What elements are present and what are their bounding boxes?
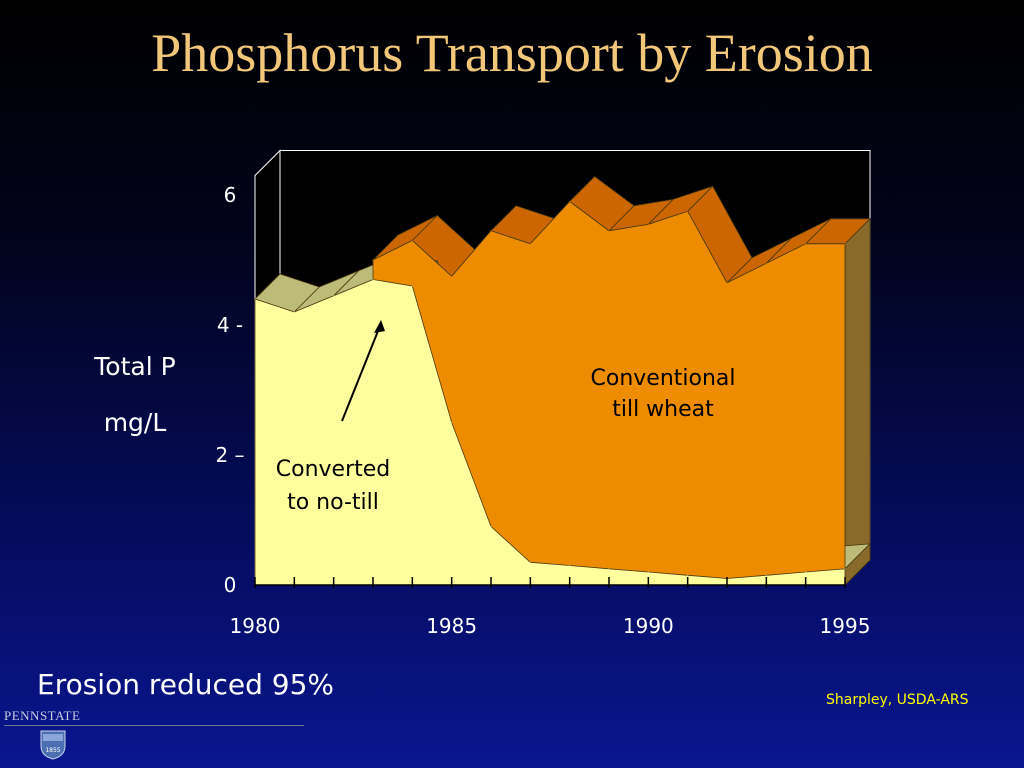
no_till-point-1984	[411, 285, 413, 287]
no_till-point-1987	[529, 561, 531, 563]
annotation-arrow-line	[341, 325, 381, 422]
pennstate-wordmark: PENNSTATE	[4, 708, 81, 723]
slide-title: Phosphorus Transport by Erosion	[151, 23, 873, 83]
y-tick-label-4: 4 -	[217, 313, 243, 337]
conventional-point-1993	[765, 262, 767, 264]
x-tick-label-1995: 1995	[820, 614, 871, 638]
no_till-point-1993	[765, 574, 767, 576]
annotation-conventional-line2: till wheat	[612, 397, 714, 422]
conventional-point-1994	[805, 243, 807, 245]
source-credit: Sharpley, USDA-ARS	[826, 692, 969, 708]
conventional-end-cap	[844, 217, 871, 586]
y-tick-label-2: 2 –	[215, 443, 244, 467]
conventional-point-1985	[451, 275, 453, 277]
no_till-point-1985	[451, 421, 453, 424]
series-front-areas	[254, 200, 846, 586]
no_till-point-1991	[687, 574, 689, 576]
no_till-point-1988	[569, 564, 571, 567]
annotation-arrow-head-icon	[374, 320, 385, 333]
no_till-point-1994	[805, 571, 807, 573]
y-axis-label-line2: mg/L	[103, 408, 167, 437]
conventional-point-1991	[687, 210, 689, 212]
no_till-point-1995	[844, 568, 846, 570]
x-tick-label-1980: 1980	[230, 614, 281, 638]
conventional-point-1988	[569, 200, 571, 203]
annotation-conventional-line1: Conventional	[591, 366, 736, 391]
annotation-no-till-line2: to no-till	[287, 490, 379, 515]
conventional-area	[372, 200, 846, 586]
conventional-point-1995	[844, 243, 846, 245]
y-tick-label-0: 0	[224, 573, 237, 597]
shield-year: 1855	[45, 747, 60, 754]
pennstate-shield-icon: 1855	[40, 730, 66, 760]
conventional-point-1986	[490, 230, 492, 232]
chart-annotations: Conventional till wheat Converted to no-til…	[276, 320, 736, 515]
no_till-point-1989	[608, 568, 610, 570]
no_till-point-1983	[372, 278, 374, 281]
conventional-point-1989	[608, 230, 610, 232]
y-tick-label-6: 6	[224, 183, 237, 207]
no_till-point-1986	[490, 525, 492, 528]
chart-axes: 1980 1985 1990 1995 0 2 – 4 - 6	[215, 183, 870, 638]
conventional-point-1987	[529, 243, 531, 245]
annotation-no-till-line1: Converted	[276, 457, 391, 482]
no_till-point-1982	[333, 295, 335, 297]
caption-erosion-reduced: Erosion reduced 95%	[37, 668, 335, 701]
x-tick-label-1990: 1990	[623, 614, 674, 638]
conventional-point-1983	[372, 259, 374, 261]
conventional-point-1992	[726, 282, 728, 284]
y-axis-label-line1: Total P	[94, 352, 176, 381]
no_till-point-1980	[254, 298, 256, 300]
no_till-point-1981	[293, 311, 295, 313]
pennstate-logo: PENNSTATE 1855	[4, 708, 304, 760]
no_till-point-1990	[647, 571, 649, 573]
conventional-point-1990	[647, 223, 649, 225]
x-tick-label-1985: 1985	[426, 614, 477, 638]
conventional-point-1984	[411, 239, 413, 242]
logo-divider	[4, 725, 304, 726]
